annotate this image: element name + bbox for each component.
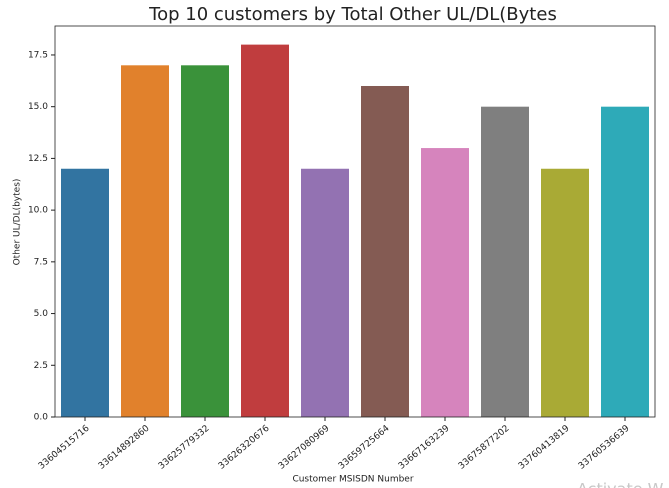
chart-title: Top 10 customers by Total Other UL/DL(By… <box>148 4 557 25</box>
bar <box>421 148 469 417</box>
bar <box>241 44 289 417</box>
x-tick-label: 33760413819 <box>517 423 572 471</box>
bar <box>601 106 649 417</box>
bar <box>181 65 229 417</box>
bar <box>361 85 409 418</box>
y-tick-label: 17.5 <box>28 50 48 60</box>
x-tick-label: 33675877202 <box>457 424 512 472</box>
bar <box>541 168 589 417</box>
x-tick-label: 33627080969 <box>277 423 332 471</box>
bar <box>301 168 349 417</box>
x-tick-label: 33604515716 <box>37 423 92 471</box>
bar <box>481 106 529 417</box>
y-tick-label: 15.0 <box>28 102 48 112</box>
bar <box>61 168 109 417</box>
y-tick-label: 10.0 <box>28 206 48 216</box>
y-tick-label: 12.5 <box>28 154 48 164</box>
x-tick-label: 33614892860 <box>97 423 152 471</box>
y-axis-label: Other UL/DL(bytes) <box>13 179 23 266</box>
y-tick-label: 7.5 <box>34 257 48 267</box>
axes-frame <box>54 25 656 418</box>
x-tick-label: 33626320676 <box>217 423 272 471</box>
x-tick-label: 33760536639 <box>577 423 632 471</box>
x-tick-label: 33667163239 <box>397 423 452 471</box>
y-tick-label: 2.5 <box>34 361 48 371</box>
x-axis-label: Customer MSISDN Number <box>292 475 413 485</box>
bar <box>121 65 169 417</box>
x-tick-label: 33625779332 <box>157 424 212 472</box>
y-tick-label: 0.0 <box>34 413 49 423</box>
y-tick-label: 5.0 <box>34 309 49 319</box>
watermark: Activate W <box>577 480 664 488</box>
x-tick-label: 33659725664 <box>337 423 392 471</box>
